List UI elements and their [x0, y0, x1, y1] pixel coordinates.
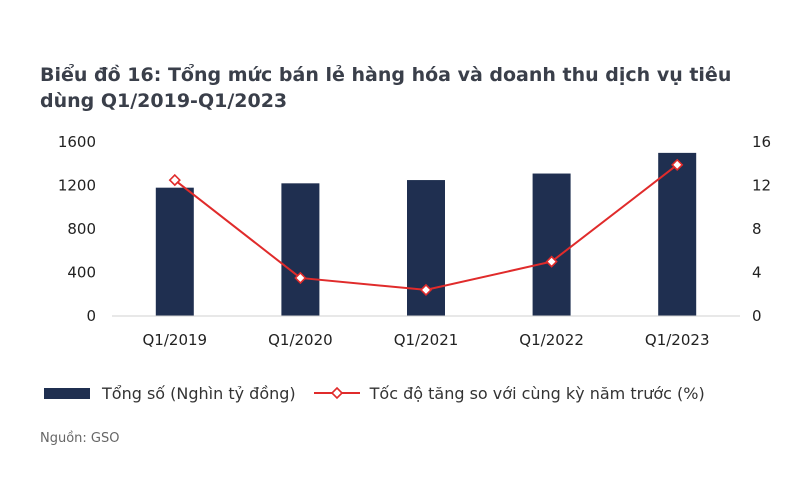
- legend-item-line: Tốc độ tăng so với cùng kỳ năm trước (%): [313, 383, 705, 403]
- bar: [532, 173, 571, 316]
- right-axis-tick-label: 4: [752, 264, 762, 282]
- x-axis-ticks: Q1/2019 Q1/2020 Q1/2021 Q1/2022 Q1/2023: [143, 331, 710, 349]
- bar: [155, 187, 194, 316]
- left-axis-ticks: 0 400 800 1200 1600: [58, 133, 96, 325]
- line-point-marker: [168, 173, 181, 187]
- bar: [658, 152, 697, 316]
- x-axis-tick-label: Q1/2022: [519, 331, 584, 349]
- chart-title: Biểu đồ 16: Tổng mức bán lẻ hàng hóa và …: [40, 64, 732, 112]
- left-axis-tick-label: 0: [86, 307, 96, 325]
- line-diamond-swatch-icon: [313, 386, 360, 400]
- x-axis-tick-label: Q1/2021: [394, 331, 459, 349]
- line-series: [168, 158, 684, 297]
- right-axis-tick-label: 16: [752, 133, 771, 151]
- legend-label-bars: Tổng số (Nghìn tỷ đồng): [102, 383, 296, 403]
- legend-label-line: Tốc độ tăng so với cùng kỳ năm trước (%): [369, 383, 705, 403]
- legend-item-bars: Tổng số (Nghìn tỷ đồng): [44, 384, 296, 403]
- right-axis-tick-label: 0: [752, 307, 762, 325]
- right-axis-tick-label: 8: [752, 220, 762, 238]
- source-note: Nguồn: GSO: [40, 431, 120, 446]
- bar: [281, 183, 320, 316]
- line-point-marker: [419, 283, 433, 297]
- chart-legend: Tổng số (Nghìn tỷ đồng) Tốc độ tăng so v…: [44, 381, 723, 405]
- line-point-marker: [671, 158, 684, 171]
- left-axis-tick-label: 1200: [58, 177, 96, 195]
- right-axis-ticks: 0 4 8 12 16: [752, 133, 771, 325]
- x-axis-tick-label: Q1/2020: [268, 331, 333, 349]
- left-axis-tick-label: 1600: [58, 133, 96, 151]
- left-axis-tick-label: 800: [67, 220, 96, 238]
- line-point-marker: [294, 271, 307, 285]
- bar-swatch-icon: [44, 387, 90, 399]
- x-axis-tick-label: Q1/2023: [645, 331, 710, 349]
- x-axis-tick-label: Q1/2019: [143, 331, 208, 349]
- right-axis-tick-label: 12: [752, 177, 771, 195]
- line-point-marker: [545, 255, 558, 268]
- left-axis-tick-label: 400: [67, 264, 96, 282]
